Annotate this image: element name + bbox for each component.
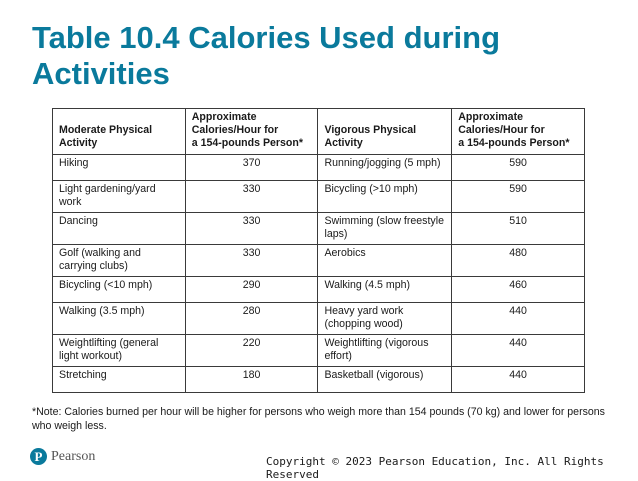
moderate-activity-cell: Walking (3.5 mph) [52, 302, 186, 335]
table-row: Bicycling (<10 mph) 290 Walking (4.5 mph… [52, 276, 585, 303]
moderate-calories-cell: 220 [184, 334, 319, 367]
header-line: Vigorous Physical [324, 124, 417, 136]
vigorous-activity-cell: Aerobics [317, 244, 453, 277]
slide-title: Table 10.4 Calories Used during Activiti… [32, 20, 501, 91]
moderate-calories-cell: 330 [184, 180, 319, 213]
header-line: Calories/Hour for [191, 124, 279, 136]
footnote: *Note: Calories burned per hour will be … [32, 406, 605, 432]
header-moderate-activity: Moderate Physical Activity [52, 108, 186, 155]
moderate-calories-cell: 370 [184, 154, 319, 181]
header-line: Moderate Physical [59, 124, 153, 136]
pearson-logo-icon: P [30, 448, 47, 465]
table-row: Golf (walking and carrying clubs) 330 Ae… [52, 244, 585, 277]
pearson-logo-text: Pearson [51, 448, 96, 464]
vigorous-calories-cell: 440 [451, 366, 585, 393]
header-line: Activity [59, 137, 98, 149]
vigorous-activity-cell: Weightlifting (vigorous effort) [317, 334, 453, 367]
calories-table: Moderate Physical Activity Approximate C… [52, 108, 585, 393]
header-line: Approximate [458, 111, 523, 123]
moderate-activity-cell: Stretching [52, 366, 186, 393]
header-line: Activity [324, 137, 363, 149]
header-vigorous-activity: Vigorous Physical Activity [317, 108, 453, 155]
moderate-activity-cell: Hiking [52, 154, 186, 181]
vigorous-activity-cell: Swimming (slow freestyle laps) [317, 212, 453, 245]
vigorous-activity-cell: Walking (4.5 mph) [317, 276, 453, 303]
vigorous-activity-cell: Bicycling (>10 mph) [317, 180, 453, 213]
pearson-logo: P Pearson [30, 448, 95, 465]
vigorous-calories-cell: 440 [451, 334, 585, 367]
vigorous-calories-cell: 440 [451, 302, 585, 335]
vigorous-activity-cell: Running/jogging (5 mph) [317, 154, 453, 181]
moderate-activity-cell: Light gardening/yard work [52, 180, 186, 213]
vigorous-calories-cell: 480 [451, 244, 585, 277]
table-row: Dancing 330 Swimming (slow freestyle lap… [52, 212, 585, 245]
copyright-notice: Copyright © 2023 Pearson Education, Inc.… [266, 455, 604, 481]
moderate-activity-cell: Dancing [52, 212, 186, 245]
table-header-row: Moderate Physical Activity Approximate C… [52, 108, 585, 155]
moderate-activity-cell: Weightlifting (general light workout) [52, 334, 186, 367]
moderate-activity-cell: Bicycling (<10 mph) [52, 276, 186, 303]
vigorous-activity-cell: Heavy yard work (chopping wood) [317, 302, 453, 335]
moderate-calories-cell: 290 [184, 276, 319, 303]
moderate-calories-cell: 330 [184, 212, 319, 245]
header-line: a 154-pounds Person* [191, 137, 303, 149]
table-row: Stretching 180 Basketball (vigorous) 440 [52, 366, 585, 393]
table-row: Light gardening/yard work 330 Bicycling … [52, 180, 585, 213]
moderate-calories-cell: 180 [184, 366, 319, 393]
table-row: Walking (3.5 mph) 280 Heavy yard work (c… [52, 302, 585, 335]
vigorous-calories-cell: 510 [451, 212, 585, 245]
vigorous-calories-cell: 460 [451, 276, 585, 303]
vigorous-calories-cell: 590 [451, 154, 585, 181]
header-line: a 154-pounds Person* [458, 137, 570, 149]
table-row: Weightlifting (general light workout) 22… [52, 334, 585, 367]
header-moderate-calories: Approximate Calories/Hour for a 154-poun… [184, 108, 319, 155]
header-line: Calories/Hour for [458, 124, 545, 136]
vigorous-calories-cell: 590 [451, 180, 585, 213]
header-line: Approximate [191, 111, 257, 123]
table-row: Hiking 370 Running/jogging (5 mph) 590 [52, 154, 585, 181]
moderate-activity-cell: Golf (walking and carrying clubs) [52, 244, 186, 277]
header-vigorous-calories: Approximate Calories/Hour for a 154-poun… [451, 108, 585, 155]
moderate-calories-cell: 330 [184, 244, 319, 277]
moderate-calories-cell: 280 [184, 302, 319, 335]
vigorous-activity-cell: Basketball (vigorous) [317, 366, 453, 393]
